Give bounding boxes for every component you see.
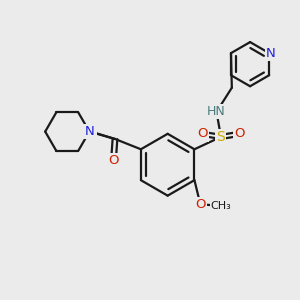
Text: CH₃: CH₃ <box>211 201 231 211</box>
Text: O: O <box>195 198 206 211</box>
Text: S: S <box>217 130 225 144</box>
Text: N: N <box>86 125 96 138</box>
Text: N: N <box>266 46 276 60</box>
Text: HN: HN <box>207 105 226 119</box>
Text: O: O <box>108 154 119 167</box>
Text: O: O <box>234 128 244 140</box>
Text: O: O <box>197 128 208 140</box>
Text: N: N <box>85 125 94 138</box>
